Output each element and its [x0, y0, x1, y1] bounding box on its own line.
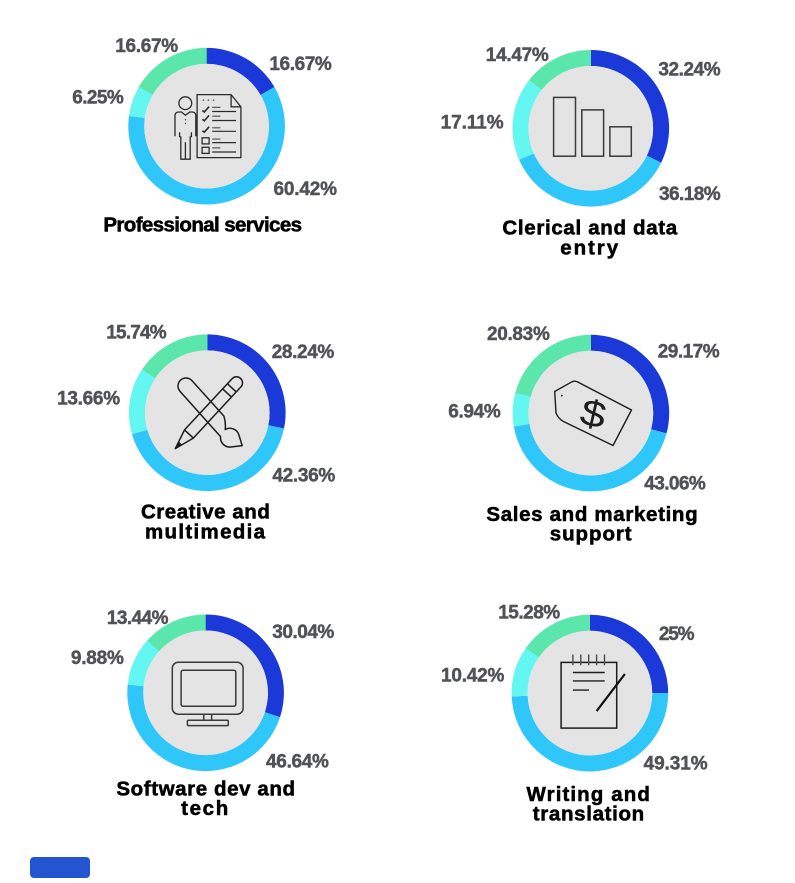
svg-text:25%: 25%: [659, 624, 695, 645]
svg-text:36.18%: 36.18%: [659, 184, 721, 205]
svg-text:Clerical and data: Clerical and data: [502, 217, 677, 240]
svg-text:14.47%: 14.47%: [486, 45, 549, 66]
svg-text:6.94%: 6.94%: [448, 401, 501, 422]
svg-text:30.04%: 30.04%: [272, 622, 334, 643]
svg-text:17.11%: 17.11%: [441, 112, 504, 133]
svg-text:13.44%: 13.44%: [107, 608, 169, 629]
svg-text:13.66%: 13.66%: [57, 389, 120, 410]
svg-text:16.67%: 16.67%: [269, 54, 331, 75]
svg-text:6.25%: 6.25%: [72, 88, 124, 109]
svg-text:20.83%: 20.83%: [487, 324, 550, 345]
svg-text:29.17%: 29.17%: [658, 342, 720, 363]
svg-text:Creative and: Creative and: [141, 501, 270, 524]
svg-text:60.42%: 60.42%: [274, 179, 338, 200]
svg-text:32.24%: 32.24%: [658, 60, 720, 81]
svg-text:16.67%: 16.67%: [115, 36, 178, 57]
svg-text:46.64%: 46.64%: [266, 752, 329, 773]
svg-text:42.36%: 42.36%: [272, 465, 335, 486]
svg-text:28.24%: 28.24%: [272, 342, 335, 363]
svg-text:Software dev and: Software dev and: [116, 777, 295, 800]
svg-text:tech: tech: [181, 797, 228, 820]
svg-text:Writing and: Writing and: [527, 783, 650, 806]
svg-text:entry: entry: [560, 236, 618, 259]
svg-text:15.74%: 15.74%: [106, 323, 166, 344]
svg-text:Professional services: Professional services: [103, 214, 302, 237]
svg-text:9.88%: 9.88%: [71, 648, 124, 669]
svg-text:43.06%: 43.06%: [644, 474, 706, 495]
svg-text:10.42%: 10.42%: [441, 666, 504, 687]
svg-text:translation: translation: [533, 803, 644, 826]
svg-text:49.31%: 49.31%: [644, 754, 708, 775]
svg-text:Sales and marketing: Sales and marketing: [486, 503, 697, 526]
svg-text:multimedia: multimedia: [145, 520, 266, 543]
svg-text:support: support: [550, 523, 632, 546]
svg-text:15.28%: 15.28%: [498, 603, 560, 624]
